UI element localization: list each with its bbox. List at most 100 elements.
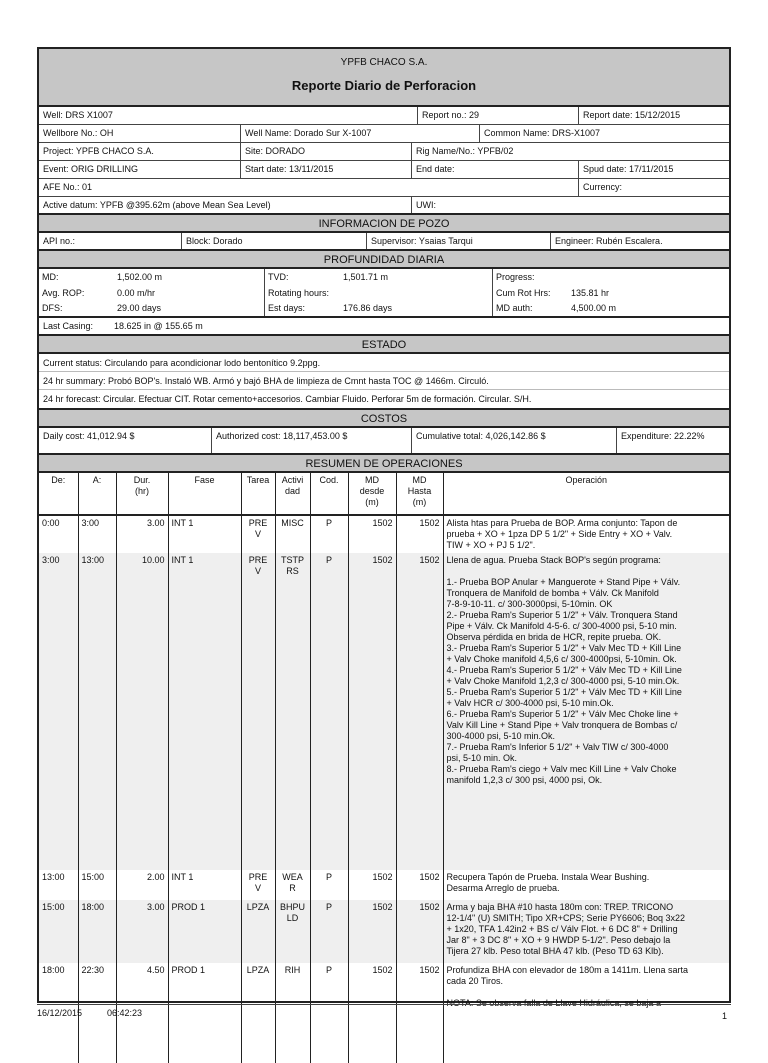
report-date: Report date: 15/12/2015: [583, 110, 681, 120]
dfs-value: 29.00 days: [117, 303, 162, 313]
cell-desde: 1502: [348, 515, 397, 553]
cell-desde: 1502: [348, 963, 397, 1063]
cell-desde: 1502: [348, 900, 397, 963]
cell-desde: 1502: [348, 870, 397, 900]
cell-hasta: 1502: [396, 515, 444, 553]
cell-cod: P: [310, 963, 349, 1063]
cell-de: 3:00: [39, 553, 79, 870]
end-date: End date:: [412, 161, 579, 178]
afe-no: AFE No.: 01: [39, 179, 579, 196]
column-header: MD Hasta (m): [396, 473, 444, 516]
column-header: Tarea: [241, 473, 276, 516]
progress-label: Progress:: [496, 272, 535, 282]
column-header: MD desde (m): [348, 473, 397, 516]
page-number: 1: [722, 1011, 728, 1021]
cell-hasta: 1502: [396, 553, 444, 870]
cell-a: 18:00: [78, 900, 117, 963]
cell-op: Llena de agua. Prueba Stack BOP's según …: [443, 553, 729, 870]
tvd-label: TVD:: [268, 272, 289, 282]
cell-tarea: PRE V: [241, 553, 276, 870]
last-casing-label: Last Casing:: [43, 321, 94, 331]
cell-fase: PROD 1: [168, 963, 242, 1063]
engineer: Engineer: Rubén Escalera.: [555, 236, 663, 246]
cell-dur: 2.00: [116, 870, 169, 900]
cell-tarea: PRE V: [241, 515, 276, 553]
cell-fase: PROD 1: [168, 900, 242, 963]
est-days-value: 176.86 days: [343, 303, 393, 313]
expenditure: Expenditure: 22.22%: [621, 431, 705, 441]
cell-act: TSTP RS: [275, 553, 311, 870]
section-profundidad-diaria: PROFUNDIDAD DIARIA: [39, 251, 729, 269]
currency: Currency:: [583, 182, 623, 192]
report-no: Report no.: 29: [418, 107, 579, 124]
column-header: Cod.: [310, 473, 349, 516]
cum-rot-hrs-label: Cum Rot Hrs:: [496, 287, 551, 298]
cell-de: 13:00: [39, 870, 79, 900]
24hr-forecast: 24 hr forecast: Circular. Efectuar CIT. …: [43, 394, 532, 404]
current-status: Current status: Circulando para acondici…: [39, 354, 729, 372]
cell-tarea: PRE V: [241, 870, 276, 900]
tvd-value: 1,501.71 m: [343, 272, 389, 282]
cell-tarea: LPZA: [241, 900, 276, 963]
md-label: MD:: [42, 272, 59, 282]
cell-cod: P: [310, 553, 349, 870]
md-auth-value: 4,500.00 m: [571, 303, 617, 313]
table-row: 18:00 22:30 4.50 PROD 1 LPZA RIH P 1502 1502 Prof…: [39, 963, 729, 1063]
operations-table: De: A: Dur. (hr) Fase Tarea Activi dad Cod. MD …: [39, 473, 729, 1063]
cell-cod: P: [310, 900, 349, 963]
company-name: YPFB CHACO S.A.: [340, 57, 428, 68]
cell-act: RIH: [275, 963, 311, 1063]
column-header: Operación: [443, 473, 729, 516]
cell-act: WEA R: [275, 870, 311, 900]
footer-divider: [37, 1004, 731, 1005]
table-row: 0:00 3:00 3.00 INT 1 PRE V MISC P 1502 1502 Alist…: [39, 515, 729, 553]
section-informacion-pozo: INFORMACION DE POZO: [39, 215, 729, 233]
supervisor: Supervisor: Ysaias Tarqui: [367, 233, 551, 249]
cell-dur: 10.00: [116, 553, 169, 870]
daily-cost: Daily cost: 41,012.94 $: [39, 428, 212, 453]
section-estado: ESTADO: [39, 336, 729, 354]
cell-fase: INT 1: [168, 553, 242, 870]
start-date: Start date: 13/11/2015: [241, 161, 412, 178]
cumulative-total: Cumulative total: 4,026,142.86 $: [412, 428, 617, 453]
cell-op: Profundiza BHA con elevador de 180m a 14…: [446, 965, 688, 1008]
cell-hasta: 1502: [396, 900, 444, 963]
cell-cod: P: [310, 515, 349, 553]
column-header: A:: [78, 473, 117, 516]
rig: Rig Name/No.: YPFB/02: [416, 146, 514, 156]
table-row: 3:00 13:00 10.00 INT 1 PRE V TSTP RS P 1502 1502…: [39, 553, 729, 870]
cell-fase: INT 1: [168, 515, 242, 553]
report-header: YPFB CHACO S.A. Reporte Diario de Perfor…: [39, 49, 729, 107]
section-resumen-operaciones: RESUMEN DE OPERACIONES: [39, 455, 729, 473]
cell-a: 13:00: [78, 553, 117, 870]
cell-de: 0:00: [39, 515, 79, 553]
table-row: 13:00 15:00 2.00 INT 1 PRE V WEA R P 1502 1502 Re…: [39, 870, 729, 900]
authorized-cost: Authorized cost: 18,117,453.00 $: [212, 428, 412, 453]
api-no: API no.:: [39, 233, 182, 249]
cell-act: MISC: [275, 515, 311, 553]
section-costos: COSTOS: [39, 410, 729, 428]
cell-op: Recupera Tapón de Prueba. Instala Wear B…: [446, 872, 650, 893]
footer-time: 06:42:23: [107, 1008, 143, 1018]
last-casing-value: 18.625 in @ 155.65 m: [114, 321, 203, 331]
column-header: Activi dad: [275, 473, 311, 516]
cell-dur: 3.00: [116, 900, 169, 963]
report-title: Reporte Diario de Perforacion: [291, 78, 477, 93]
cell-de: 15:00: [39, 900, 79, 963]
common-name: Common Name: DRS-X1007: [484, 128, 601, 138]
footer-date: 16/12/2015: [37, 1008, 83, 1018]
est-days-label: Est days:: [268, 303, 306, 313]
cell-act: BHPU LD: [275, 900, 311, 963]
avg-rop-label: Avg. ROP:: [42, 287, 85, 298]
cell-fase: INT 1: [168, 870, 242, 900]
column-header: Fase: [168, 473, 242, 516]
cell-cod: P: [310, 870, 349, 900]
daily-drilling-report: YPFB CHACO S.A. Reporte Diario de Perfor…: [37, 47, 731, 1063]
site: Site: DORADO: [241, 143, 412, 160]
cell-a: 3:00: [78, 515, 117, 553]
rotating-hours-label: Rotating hours:: [268, 287, 330, 298]
uwi: UWI:: [416, 200, 436, 210]
md-value: 1,502.00 m: [117, 272, 163, 282]
spud-date: Spud date: 17/11/2015: [583, 164, 674, 174]
table-row: 15:00 18:00 3.00 PROD 1 LPZA BHPU LD P 1502 1502…: [39, 900, 729, 963]
